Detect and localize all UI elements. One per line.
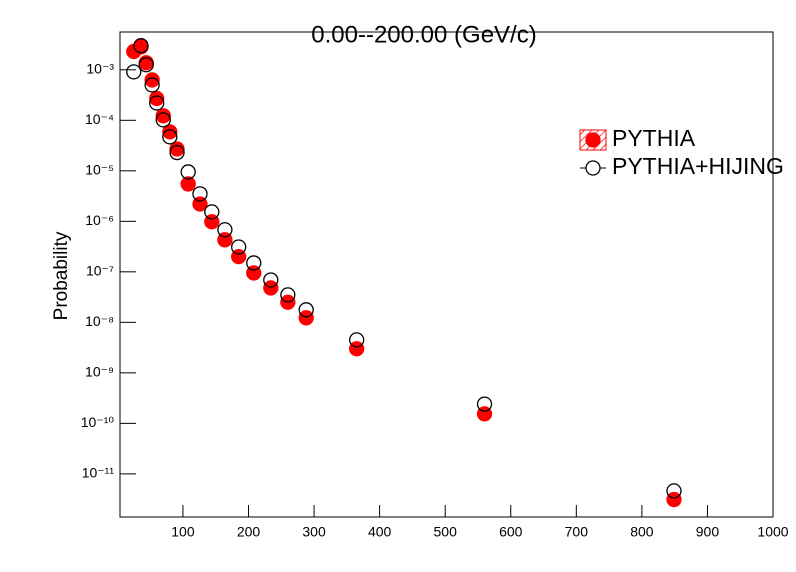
data-point bbox=[280, 287, 296, 303]
data-point bbox=[349, 332, 365, 348]
y-tick-label: 10⁻⁶ bbox=[85, 212, 114, 228]
x-tick-label: 1000 bbox=[757, 524, 788, 540]
data-point bbox=[155, 108, 171, 124]
data-point bbox=[138, 57, 154, 73]
data-point bbox=[144, 72, 160, 88]
data-point bbox=[666, 483, 682, 499]
data-point bbox=[192, 186, 208, 202]
x-tick-label: 300 bbox=[302, 524, 326, 540]
data-point bbox=[149, 90, 165, 107]
data-point bbox=[476, 396, 493, 412]
chart-title: 0.00--200.00 (GeV/c) bbox=[311, 21, 536, 48]
x-tick-label: 100 bbox=[171, 524, 195, 540]
data-point bbox=[204, 204, 220, 220]
data-point bbox=[217, 222, 233, 238]
y-axis-label: Probability bbox=[51, 231, 72, 320]
data-point bbox=[162, 129, 178, 145]
data-point bbox=[144, 77, 160, 93]
data-point bbox=[155, 112, 171, 128]
data-point bbox=[169, 144, 185, 161]
data-point bbox=[263, 280, 279, 296]
x-tick-label: 200 bbox=[237, 524, 261, 540]
legend-marker bbox=[585, 132, 601, 148]
y-tick-label: 10⁻⁴ bbox=[85, 111, 114, 127]
legend-marker bbox=[585, 160, 601, 176]
legend-label: PYTHIA+HIJING bbox=[612, 153, 784, 179]
y-tick-label: 10⁻¹⁰ bbox=[81, 414, 115, 430]
data-point bbox=[180, 164, 196, 180]
x-tick-label: 600 bbox=[499, 524, 523, 540]
y-tick-label: 10⁻⁸ bbox=[85, 313, 114, 329]
data-point bbox=[180, 176, 196, 192]
x-tick-label: 800 bbox=[630, 524, 654, 540]
data-point bbox=[263, 272, 279, 288]
data-point bbox=[298, 310, 314, 326]
data-point bbox=[169, 141, 185, 157]
x-tick-label: 400 bbox=[368, 524, 392, 540]
y-tick-label: 10⁻⁷ bbox=[86, 263, 114, 279]
x-tick-label: 700 bbox=[565, 524, 589, 540]
data-point bbox=[126, 64, 142, 80]
y-tick-label: 10⁻⁵ bbox=[85, 162, 114, 178]
data-point bbox=[246, 255, 262, 271]
legend-label: PYTHIA bbox=[612, 125, 696, 151]
y-tick-label: 10⁻⁹ bbox=[85, 364, 114, 380]
data-point bbox=[349, 341, 365, 357]
data-point bbox=[298, 302, 314, 318]
data-point bbox=[666, 491, 682, 508]
y-tick-label: 10⁻¹¹ bbox=[82, 465, 115, 481]
data-point bbox=[133, 39, 149, 55]
x-tick-label: 900 bbox=[696, 524, 720, 540]
y-tick-label: 10⁻³ bbox=[86, 60, 114, 76]
x-tick-label: 500 bbox=[434, 524, 458, 540]
plot-frame bbox=[119, 31, 774, 518]
data-point bbox=[149, 95, 165, 111]
data-point bbox=[133, 38, 149, 54]
data-point bbox=[162, 124, 178, 140]
data-point bbox=[231, 239, 247, 255]
